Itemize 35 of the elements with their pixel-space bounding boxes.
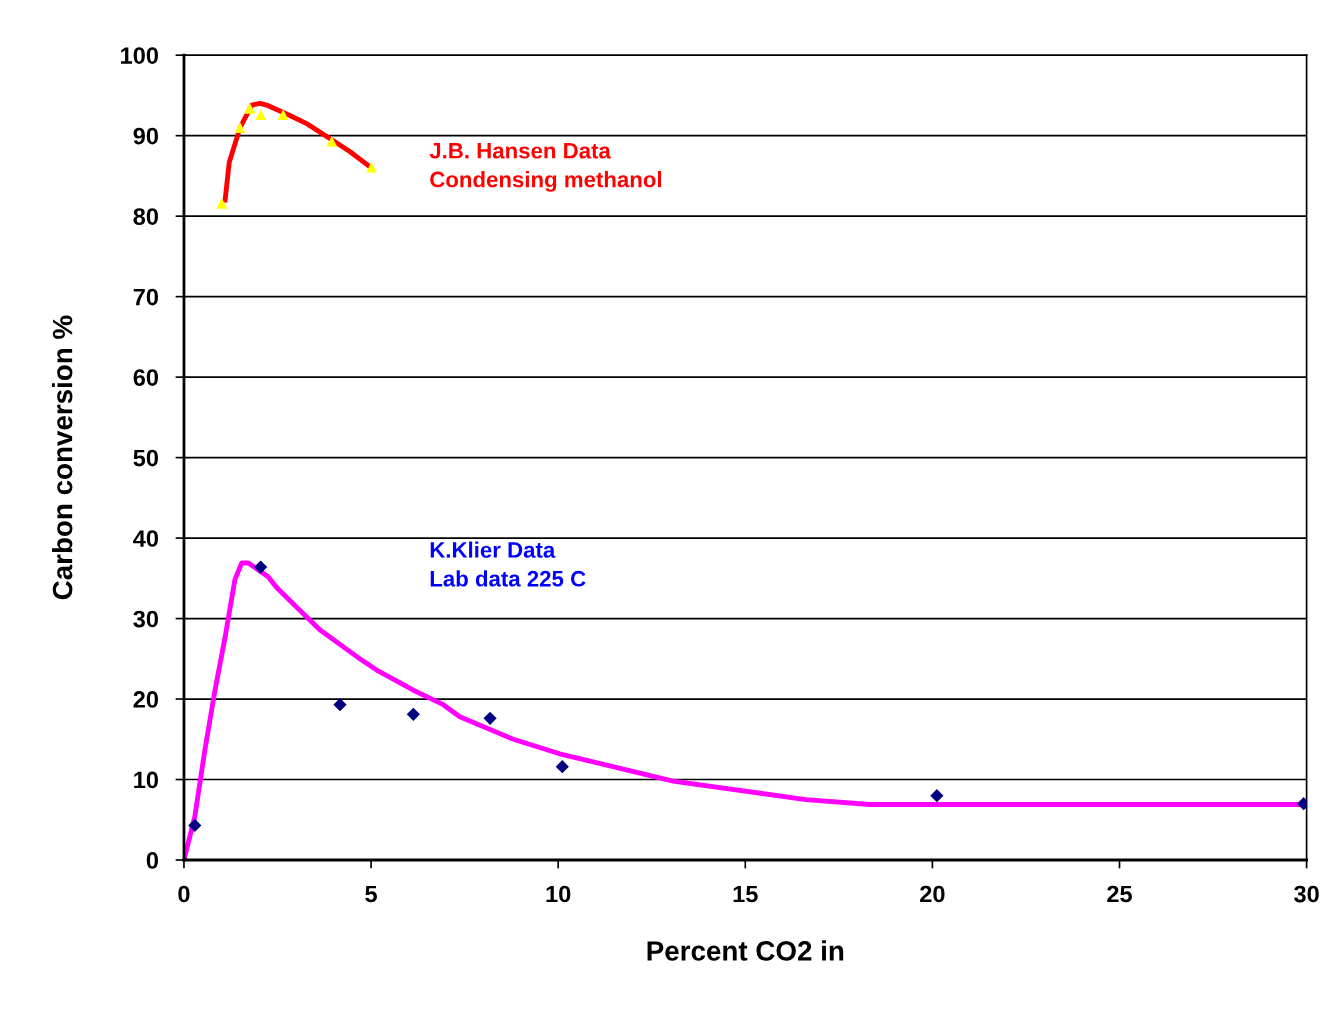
x-tick-label: 30 bbox=[1294, 885, 1319, 903]
x-tick-label: 25 bbox=[1107, 885, 1132, 903]
x-tick-label: 5 bbox=[365, 885, 377, 903]
x-tick-label: 0 bbox=[178, 885, 190, 903]
y-tick-label: 40 bbox=[133, 530, 158, 547]
y-tick-label: 70 bbox=[133, 288, 158, 306]
x-tick-label: 15 bbox=[733, 885, 758, 903]
annotation: K.Klier Data Lab data 225 C bbox=[430, 541, 586, 587]
point bbox=[254, 560, 268, 574]
y-tick-label: 0 bbox=[146, 852, 158, 869]
y-tick-label: 30 bbox=[133, 610, 158, 628]
point bbox=[277, 109, 289, 121]
point bbox=[255, 109, 267, 121]
y-tick-label: 20 bbox=[133, 691, 158, 708]
point bbox=[188, 818, 202, 832]
x-axis-title: Percent CO2 in bbox=[647, 940, 844, 961]
point bbox=[930, 789, 944, 803]
y-tick-label: 100 bbox=[121, 47, 158, 64]
y-tick-label: 80 bbox=[133, 208, 158, 225]
point bbox=[326, 135, 338, 147]
point bbox=[555, 760, 569, 774]
point bbox=[333, 698, 347, 712]
x-tick-label: 10 bbox=[546, 885, 571, 903]
y-tick-label: 50 bbox=[133, 449, 158, 467]
x-tick-label: 20 bbox=[920, 885, 945, 903]
point bbox=[483, 711, 497, 725]
y-tick-label: 60 bbox=[133, 369, 158, 386]
point bbox=[406, 707, 420, 721]
y-tick-label: 90 bbox=[133, 127, 158, 145]
point bbox=[234, 122, 246, 133]
y-tick-label: 10 bbox=[134, 771, 158, 789]
point bbox=[216, 197, 228, 209]
annotation: J.B. Hansen Data Condensing methanol bbox=[429, 143, 662, 192]
point bbox=[244, 102, 256, 114]
y-axis-title: Carbon conversion % bbox=[52, 315, 73, 600]
